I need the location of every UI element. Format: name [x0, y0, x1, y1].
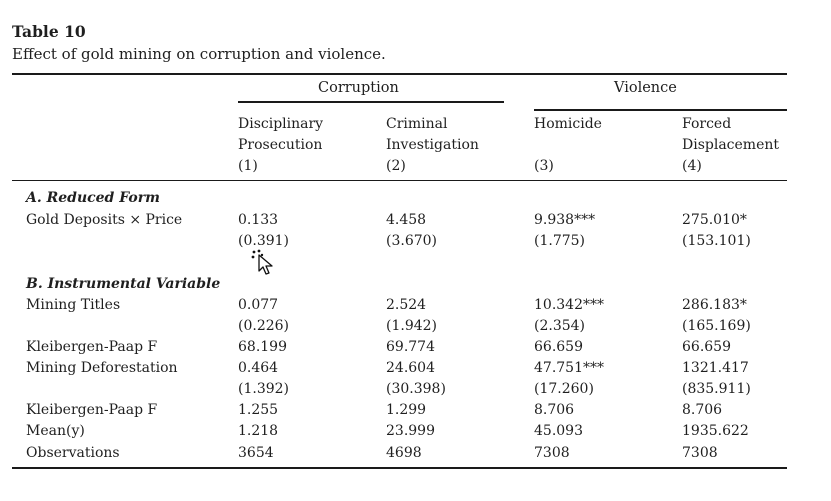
- table-cell: 4.458: [386, 212, 427, 228]
- col-1-line-2: Prosecution: [238, 137, 323, 153]
- row-label: Gold Deposits × Price: [26, 212, 183, 228]
- table-cell: 0.077: [238, 297, 279, 313]
- mouse-cursor-icon: [251, 249, 273, 275]
- section-reduced-form: A. Reduced Form: [26, 190, 160, 206]
- table-cell: 9.938***: [534, 212, 596, 228]
- table-cell: (0.391): [238, 233, 290, 249]
- table-cell: 0.133: [238, 212, 279, 228]
- section-instrumental-variable: B. Instrumental Variable: [26, 276, 221, 292]
- table-cell: (165.169): [682, 318, 751, 334]
- table-cell: (3.670): [386, 233, 438, 249]
- table-cell: (1.942): [386, 318, 438, 334]
- table-cell: 68.199: [238, 339, 287, 355]
- col-3-line-1: Homicide: [534, 116, 602, 132]
- table-title: Table 10: [12, 22, 86, 41]
- bottom-rule: [12, 467, 787, 469]
- row-label: Kleibergen-Paap F: [26, 339, 158, 355]
- table-cell: 66.659: [682, 339, 731, 355]
- table-cell: 24.604: [386, 360, 435, 376]
- table-cell: 7308: [682, 445, 718, 461]
- col-1-line-1: Disciplinary: [238, 116, 324, 132]
- col-2-line-2: Investigation: [386, 137, 479, 153]
- col-4-line-2: Displacement: [682, 137, 780, 153]
- table-cell: 275.010*: [682, 212, 747, 228]
- table-cell: 1935.622: [682, 423, 749, 439]
- col-4-number: (4): [682, 158, 702, 174]
- table-cell: 0.464: [238, 360, 279, 376]
- table-cell: 69.774: [386, 339, 435, 355]
- row-label: Mining Titles: [26, 297, 121, 313]
- table-cell: (30.398): [386, 381, 446, 397]
- table-cell: (1.392): [238, 381, 290, 397]
- table-cell: (17.260): [534, 381, 594, 397]
- table-cell: 7308: [534, 445, 570, 461]
- group-violence: Violence: [614, 80, 677, 96]
- table-cell: 10.342***: [534, 297, 604, 313]
- col-2-line-1: Criminal: [386, 116, 448, 132]
- col-4-line-1: Forced: [682, 116, 732, 132]
- table-cell: (835.911): [682, 381, 751, 397]
- top-rule: [12, 73, 787, 75]
- row-label: Observations: [26, 445, 120, 461]
- table-cell: 8.706: [534, 402, 575, 418]
- table-cell: 4698: [386, 445, 422, 461]
- table-cell: 1321.417: [682, 360, 749, 376]
- group-corruption: Corruption: [318, 80, 399, 96]
- header-rule: [12, 180, 787, 181]
- row-label: Kleibergen-Paap F: [26, 402, 158, 418]
- col-2-number: (2): [386, 158, 406, 174]
- table-cell: 45.093: [534, 423, 583, 439]
- group-rule-violence: [534, 109, 787, 111]
- table-cell: 286.183*: [682, 297, 747, 313]
- col-3-number: (3): [534, 158, 554, 174]
- table-cell: (2.354): [534, 318, 586, 334]
- table-cell: 1.299: [386, 402, 427, 418]
- table-cell: (1.775): [534, 233, 586, 249]
- table-cell: 47.751***: [534, 360, 604, 376]
- row-label: Mean(y): [26, 423, 85, 439]
- table-cell: 66.659: [534, 339, 583, 355]
- table-cell: 23.999: [386, 423, 435, 439]
- table-cell: 1.255: [238, 402, 279, 418]
- table-cell: (0.226): [238, 318, 290, 334]
- table-cell: 1.218: [238, 423, 279, 439]
- table-cell: (153.101): [682, 233, 751, 249]
- row-label: Mining Deforestation: [26, 360, 178, 376]
- group-rule-corruption: [238, 101, 504, 103]
- table-cell: 2.524: [386, 297, 427, 313]
- col-1-number: (1): [238, 158, 258, 174]
- table-caption: Effect of gold mining on corruption and …: [12, 45, 386, 63]
- table-cell: 8.706: [682, 402, 723, 418]
- table-cell: 3654: [238, 445, 274, 461]
